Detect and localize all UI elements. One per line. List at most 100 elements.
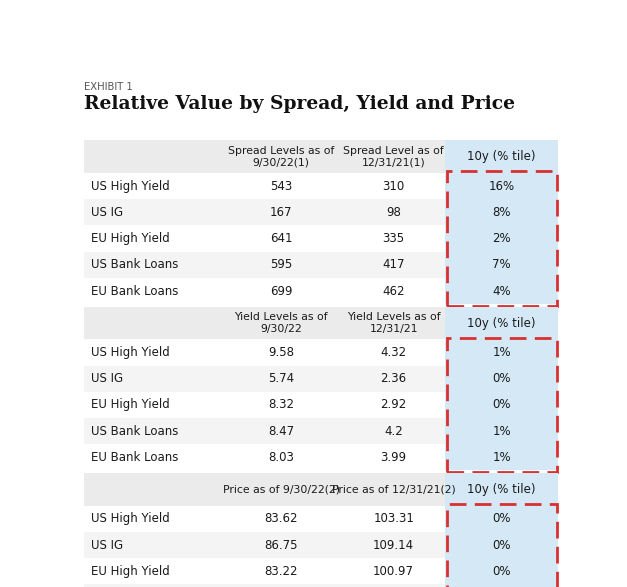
Bar (84, 584, 219, 587)
Bar (84, 140, 219, 173)
Text: 310: 310 (382, 180, 405, 193)
Bar (343, 558, 445, 584)
Text: 0%: 0% (492, 372, 511, 385)
Text: 4%: 4% (492, 285, 511, 298)
Bar (219, 584, 343, 587)
Bar (445, 418, 559, 444)
Text: EXHIBIT 1: EXHIBIT 1 (84, 82, 133, 92)
Text: 8.03: 8.03 (268, 451, 294, 464)
Text: 417: 417 (382, 258, 405, 271)
Bar (445, 173, 559, 199)
Text: 1%: 1% (492, 346, 511, 359)
Bar (343, 473, 445, 506)
Text: 543: 543 (270, 180, 292, 193)
Bar (219, 444, 343, 470)
Bar (445, 444, 559, 470)
Text: 83.62: 83.62 (264, 512, 298, 525)
Bar (84, 392, 219, 418)
Bar (446, 504, 557, 587)
Bar (84, 473, 219, 506)
Text: 335: 335 (382, 232, 404, 245)
Text: EU High Yield: EU High Yield (92, 399, 171, 411)
Text: 4.2: 4.2 (384, 424, 403, 438)
Bar (445, 366, 559, 392)
Text: 167: 167 (270, 206, 292, 219)
Text: 1%: 1% (492, 424, 511, 438)
Text: US High Yield: US High Yield (92, 346, 171, 359)
Text: Relative Value by Spread, Yield and Price: Relative Value by Spread, Yield and Pric… (84, 95, 515, 113)
Bar (219, 392, 343, 418)
Text: 462: 462 (382, 285, 405, 298)
Text: 2.36: 2.36 (381, 372, 407, 385)
Bar (84, 199, 219, 225)
Bar (343, 444, 445, 470)
Bar (343, 532, 445, 558)
Bar (219, 307, 343, 339)
Bar (445, 252, 559, 278)
Text: 0%: 0% (492, 399, 511, 411)
Text: Yield Levels as of
12/31/21: Yield Levels as of 12/31/21 (347, 312, 441, 334)
Text: 4.32: 4.32 (381, 346, 407, 359)
Bar (84, 252, 219, 278)
Bar (343, 339, 445, 366)
Bar (84, 307, 219, 339)
Bar (219, 366, 343, 392)
Bar (219, 278, 343, 304)
Bar (219, 225, 343, 252)
Text: Yield Levels as of
9/30/22: Yield Levels as of 9/30/22 (234, 312, 328, 334)
Bar (219, 473, 343, 506)
Text: US High Yield: US High Yield (92, 180, 171, 193)
Text: Spread Levels as of
9/30/22(1): Spread Levels as of 9/30/22(1) (228, 146, 334, 167)
Text: 0%: 0% (492, 538, 511, 552)
Text: 10y (% tile): 10y (% tile) (467, 316, 536, 330)
Bar (445, 307, 559, 339)
Text: 98: 98 (386, 206, 401, 219)
Bar (84, 173, 219, 199)
Bar (445, 278, 559, 304)
Bar (445, 473, 559, 506)
Bar (84, 558, 219, 584)
Text: 2.92: 2.92 (381, 399, 407, 411)
Bar (445, 225, 559, 252)
Bar (84, 339, 219, 366)
Bar (343, 392, 445, 418)
Text: Spread Level as of
12/31/21(1): Spread Level as of 12/31/21(1) (344, 146, 444, 167)
Text: Price as of 12/31/21(2): Price as of 12/31/21(2) (332, 484, 456, 494)
Bar (445, 584, 559, 587)
Text: 83.22: 83.22 (264, 565, 298, 578)
Bar (84, 444, 219, 470)
Bar (343, 584, 445, 587)
Text: EU Bank Loans: EU Bank Loans (92, 285, 179, 298)
Bar (84, 366, 219, 392)
Text: 5.74: 5.74 (268, 372, 294, 385)
Text: 595: 595 (270, 258, 292, 271)
Text: Price as of 9/30/22(2): Price as of 9/30/22(2) (223, 484, 340, 494)
Bar (445, 506, 559, 532)
Text: US Bank Loans: US Bank Loans (92, 258, 179, 271)
Bar (219, 532, 343, 558)
Bar (343, 173, 445, 199)
Bar (343, 366, 445, 392)
Text: 8.47: 8.47 (268, 424, 294, 438)
Text: US IG: US IG (92, 206, 124, 219)
Bar (219, 418, 343, 444)
Text: 0%: 0% (492, 512, 511, 525)
Bar (219, 506, 343, 532)
Text: 699: 699 (270, 285, 292, 298)
Text: 1%: 1% (492, 451, 511, 464)
Bar (219, 173, 343, 199)
Text: 103.31: 103.31 (373, 512, 414, 525)
Bar (446, 338, 557, 473)
Bar (84, 278, 219, 304)
Text: EU Bank Loans: EU Bank Loans (92, 451, 179, 464)
Bar (219, 199, 343, 225)
Bar (445, 392, 559, 418)
Text: 9.58: 9.58 (268, 346, 294, 359)
Bar (219, 140, 343, 173)
Bar (445, 140, 559, 173)
Text: 8%: 8% (492, 206, 511, 219)
Bar (219, 339, 343, 366)
Bar (446, 171, 557, 306)
Bar (343, 506, 445, 532)
Text: 10y (% tile): 10y (% tile) (467, 150, 536, 163)
